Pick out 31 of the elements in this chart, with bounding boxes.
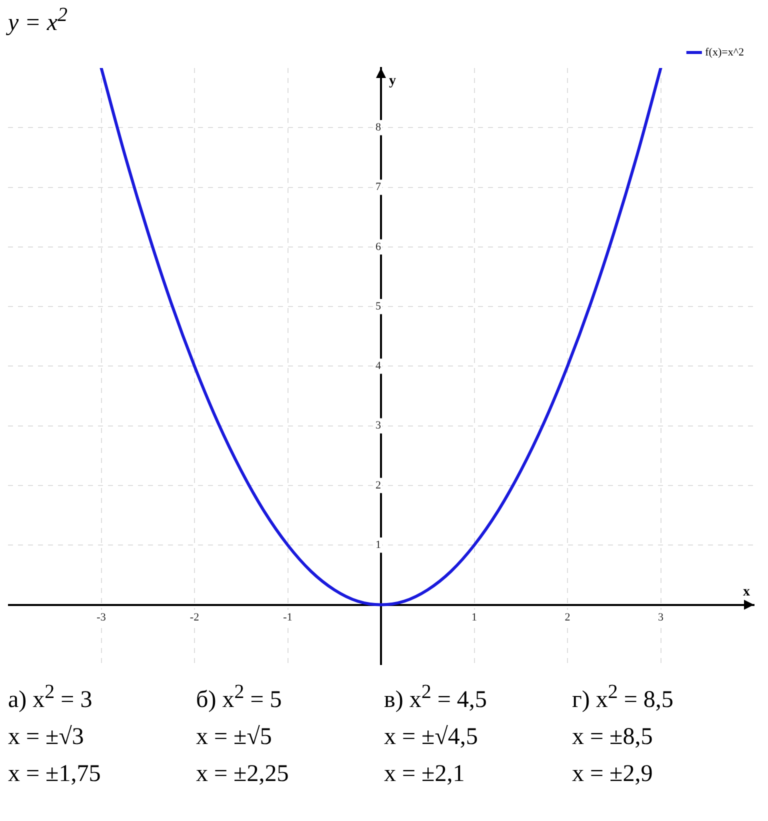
x-tick-label: -3 <box>96 611 106 624</box>
text: а) x$^{2}$ = 3 <box>8 681 94 714</box>
y-tick-label: 3 <box>376 420 382 432</box>
y-tick-label: 5 <box>376 300 382 312</box>
x-tick-label: 1 <box>472 611 477 624</box>
text: x = ±√5 <box>196 724 273 751</box>
legend-label: f(x)=x^2 <box>705 46 744 58</box>
x-tick-label: -1 <box>283 611 292 624</box>
x-tick-label: -2 <box>190 611 200 624</box>
y-tick-label: 8 <box>376 122 382 134</box>
text: x = ±2,1 <box>384 761 466 788</box>
line-series <box>100 68 662 606</box>
x-axis-title: x <box>743 584 750 600</box>
y-tick-label: 2 <box>376 479 381 492</box>
text: x = ±√3 <box>8 724 85 751</box>
chart-title: y = x$^{2}$ <box>8 4 68 37</box>
y-axis-title: y <box>389 74 396 89</box>
y-tick-label: 1 <box>376 539 381 552</box>
text: в) x$^{2}$ = 4,5 <box>384 681 488 714</box>
text: б) x$^{2}$ = 5 <box>196 681 283 714</box>
y-tick-label: 7 <box>376 181 382 194</box>
text: x = ±8,5 <box>572 724 654 751</box>
y-tick-label: 4 <box>376 360 382 372</box>
text: x = ±√4,5 <box>384 724 479 751</box>
y-tick-label: 6 <box>376 240 382 253</box>
text: x = ±1,75 <box>8 761 102 788</box>
text: x = ±2,9 <box>572 761 654 788</box>
x-tick-label: 2 <box>564 611 570 624</box>
text: г) x$^{2}$ = 8,5 <box>572 681 674 714</box>
x-tick-label: 3 <box>658 611 664 624</box>
text: x = ±2,25 <box>196 761 290 788</box>
